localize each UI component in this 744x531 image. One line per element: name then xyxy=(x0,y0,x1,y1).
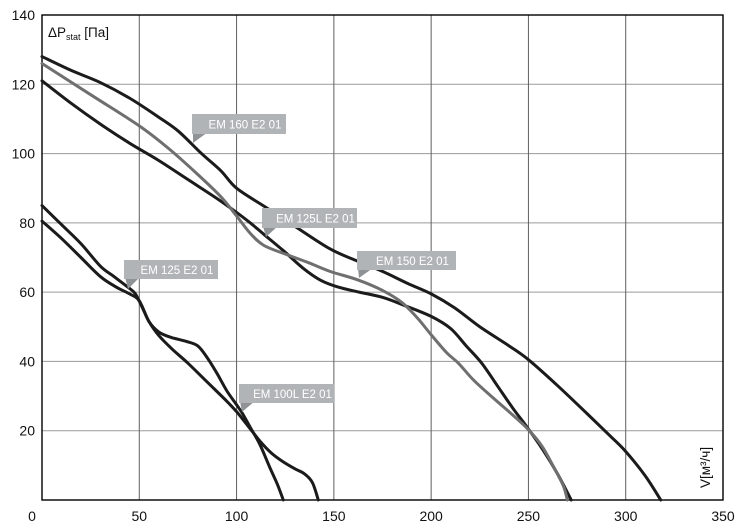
y-tick-label: 80 xyxy=(19,215,35,231)
y-tick-label: 100 xyxy=(12,146,36,162)
callout-label: EM 160 E2 01 xyxy=(209,120,282,132)
callout-pointer xyxy=(193,132,208,143)
callout-pointer xyxy=(263,226,278,237)
callout-box xyxy=(262,208,357,228)
x-tick-label: 150 xyxy=(322,508,346,524)
x-tick-label: 350 xyxy=(711,508,735,524)
callout-em-125-e2-01: EM 125 E2 01 xyxy=(124,260,218,289)
x-tick-label: 250 xyxy=(517,508,541,524)
callout-label: EM 125L E2 01 xyxy=(276,214,355,226)
y-tick-label: 60 xyxy=(19,284,35,300)
y-axis-title: ΔPstat [Па] xyxy=(48,25,109,42)
callout-label: EM 125 E2 01 xyxy=(141,265,214,277)
x-axis-title: V[м³/ч] xyxy=(698,447,713,488)
callout-box xyxy=(239,384,334,403)
series-callout-labels: EM 160 E2 01 EM 125L E2 01 EM 150 E2 01 EM … xyxy=(124,114,456,412)
callout-label: EM 100L E2 01 xyxy=(253,389,332,401)
plot-frame xyxy=(41,14,724,501)
callout-label: EM 150 E2 01 xyxy=(376,256,449,268)
axis-tick-labels: 0 50 100 150 200 250 300 350 20 40 60 80 100 120 140 xyxy=(12,7,735,524)
y-tick-label: 140 xyxy=(12,7,36,23)
curve-em-100l-e2-01 xyxy=(40,219,285,502)
x-tick-label: 100 xyxy=(225,508,249,524)
callout-box xyxy=(124,260,218,279)
callout-pointer xyxy=(240,401,255,412)
callout-box xyxy=(192,114,286,134)
callout-pointer xyxy=(125,277,140,289)
curve-em-125-e2-01 xyxy=(40,204,320,502)
x-tick-label: 300 xyxy=(614,508,638,524)
y-tick-label: 20 xyxy=(19,423,35,439)
y-tick-label: 40 xyxy=(19,353,35,369)
y-tick-label: 120 xyxy=(12,76,36,92)
curve-em-150-e2-01 xyxy=(40,62,569,502)
callout-em-150-e2-01: EM 150 E2 01 xyxy=(357,251,456,278)
x-tick-label: 50 xyxy=(131,508,147,524)
callout-em-125l-e2-01: EM 125L E2 01 xyxy=(262,208,357,237)
callout-em-100l-e2-01: EM 100L E2 01 xyxy=(239,384,334,412)
callout-box xyxy=(357,251,456,270)
x-tick-label: 0 xyxy=(28,508,36,524)
x-tick-label: 200 xyxy=(419,508,443,524)
grid-layer xyxy=(42,15,723,500)
plot-border xyxy=(41,14,724,501)
callout-em-160-e2-01: EM 160 E2 01 xyxy=(192,114,286,143)
callout-pointer xyxy=(358,268,373,278)
curve-em-125l-e2-01 xyxy=(40,79,573,502)
